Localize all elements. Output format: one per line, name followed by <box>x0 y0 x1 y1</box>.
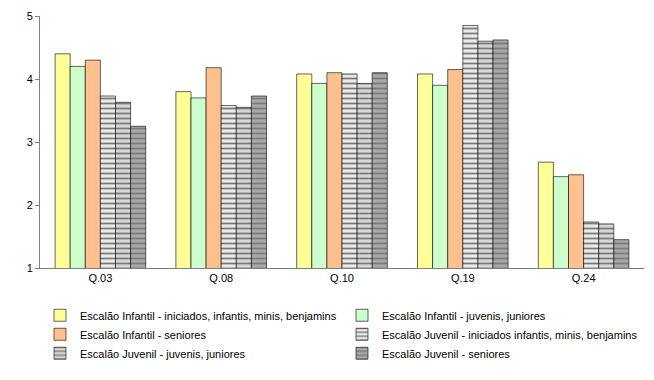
svg-text:Q.03: Q.03 <box>88 272 112 284</box>
svg-text:Escalão Infantil - iniciados,: Escalão Infantil - iniciados, infantis, … <box>80 310 337 322</box>
svg-text:Q.19: Q.19 <box>451 272 475 284</box>
svg-text:Escalão Infantil - seniores: Escalão Infantil - seniores <box>80 329 206 341</box>
svg-text:Q.10: Q.10 <box>330 272 354 284</box>
svg-text:Escalão Juvenil - seniores: Escalão Juvenil - seniores <box>382 348 510 360</box>
svg-text:Q.08: Q.08 <box>209 272 233 284</box>
svg-text:Q.24: Q.24 <box>572 272 596 284</box>
svg-text:3: 3 <box>27 136 33 148</box>
svg-text:4: 4 <box>27 73 33 85</box>
svg-text:Escalão Juvenil - iniciados in: Escalão Juvenil - iniciados infantis, mi… <box>382 329 637 341</box>
svg-text:5: 5 <box>27 10 33 22</box>
svg-text:Escalão Infantil - juvenis, ju: Escalão Infantil - juvenis, juniores <box>382 310 546 322</box>
svg-text:Escalão Juvenil - juvenis, jun: Escalão Juvenil - juvenis, juniores <box>80 348 246 360</box>
svg-text:1: 1 <box>27 262 33 274</box>
svg-text:2: 2 <box>27 199 33 211</box>
